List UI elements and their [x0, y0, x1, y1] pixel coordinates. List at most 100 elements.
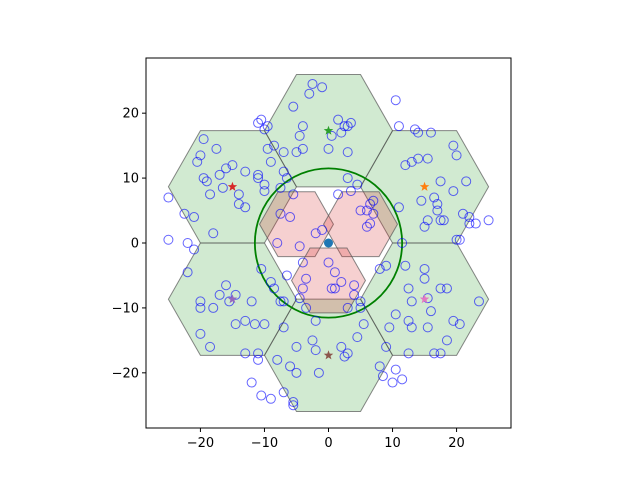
- scatter-point: [294, 293, 305, 304]
- scatter-point: [361, 205, 372, 216]
- scatter-point: [333, 189, 344, 200]
- scatter-point: [384, 322, 395, 333]
- scatter-point: [329, 267, 340, 278]
- scatter-point: [240, 202, 251, 213]
- scatter-point: [281, 173, 292, 184]
- scatter-point: [205, 341, 216, 352]
- scatter-point: [422, 322, 433, 333]
- x-tick-label: −20: [187, 436, 214, 451]
- scatter-point: [448, 140, 459, 151]
- scatter-point: [403, 348, 414, 359]
- scatter-point: [310, 315, 321, 326]
- scatter-point: [195, 302, 206, 313]
- scatter-point: [198, 173, 209, 184]
- scatter-point: [339, 121, 350, 132]
- scatter-point: [189, 244, 200, 255]
- y-tick-label: 10: [122, 172, 139, 187]
- scatter-point: [406, 296, 417, 307]
- scatter-point: [326, 130, 337, 141]
- scatter-point: [208, 228, 219, 239]
- scatter-point: [377, 371, 388, 382]
- scatter-point: [221, 280, 232, 291]
- scatter-point: [390, 95, 401, 106]
- inner-hexagon: [322, 191, 399, 258]
- center-point: [324, 238, 333, 248]
- scatter-point: [483, 215, 494, 226]
- scatter-point: [246, 377, 257, 388]
- star-marker: [419, 294, 430, 304]
- scatter-point: [278, 387, 289, 398]
- scatter-point: [400, 260, 411, 271]
- inner-hexagon: [290, 247, 367, 314]
- scatter-point: [182, 267, 193, 278]
- scatter-point: [195, 296, 206, 307]
- scatter-point: [304, 88, 315, 99]
- scatter-point: [262, 121, 273, 132]
- scatter-point: [278, 322, 289, 333]
- scatter-point: [438, 215, 449, 226]
- star-marker: [323, 125, 334, 135]
- scatter-point: [201, 176, 212, 187]
- scatter-point: [214, 169, 225, 180]
- scatter-point: [448, 186, 459, 197]
- scatter-point: [253, 117, 264, 128]
- scatter-point: [419, 273, 430, 284]
- scatter-point: [310, 345, 321, 356]
- scatter-point: [461, 176, 472, 187]
- scatter-point: [349, 280, 360, 291]
- scatter-point: [336, 276, 347, 287]
- scatter-point: [275, 296, 286, 307]
- scatter-point: [259, 186, 270, 197]
- scatter-point: [329, 283, 340, 294]
- x-tick-label: 10: [384, 436, 401, 451]
- scatter-point: [470, 218, 481, 229]
- scatter-point: [333, 114, 344, 125]
- scatter-point: [179, 208, 190, 219]
- scatter-point: [425, 306, 436, 317]
- scatter-point: [253, 354, 264, 365]
- scatter-point: [454, 234, 465, 245]
- star-marker: [227, 294, 238, 304]
- scatter-point: [432, 205, 443, 216]
- scatter-point: [205, 189, 216, 200]
- scatter-point: [451, 150, 462, 161]
- scatter-point: [163, 192, 174, 203]
- scatter-point: [454, 319, 465, 330]
- scatter-point: [227, 160, 238, 171]
- scatter-point: [256, 114, 267, 125]
- scatter-point: [230, 289, 241, 300]
- scatter-point: [422, 215, 433, 226]
- y-tick-label: −20: [112, 366, 139, 381]
- scatter-point: [275, 208, 286, 219]
- scatter-point: [435, 348, 446, 359]
- scatter-point: [393, 121, 404, 132]
- scatter-point: [336, 341, 347, 352]
- scatter-point: [240, 315, 251, 326]
- x-tick-label: −10: [251, 436, 278, 451]
- scatter-point: [230, 319, 241, 330]
- scatter-point: [297, 283, 308, 294]
- scatter-point: [272, 238, 283, 248]
- scatter-point: [240, 348, 251, 359]
- scatter-point: [342, 121, 353, 132]
- scatter-point: [349, 289, 360, 300]
- scatter-point: [425, 127, 436, 138]
- scatter-point: [195, 150, 206, 161]
- scatter-point: [275, 182, 286, 193]
- scatter-point: [342, 302, 353, 313]
- scatter-point: [294, 241, 305, 252]
- x-tick-label: 0: [324, 436, 332, 451]
- scatter-point: [387, 377, 398, 388]
- scatter-point: [406, 322, 417, 333]
- scatter-point: [464, 218, 475, 229]
- scatter-point: [323, 257, 334, 268]
- scatter-point: [336, 127, 347, 138]
- scatter-point: [400, 160, 411, 171]
- scatter-point: [339, 351, 350, 362]
- scatter-point: [281, 270, 292, 281]
- scatter-point: [345, 186, 356, 197]
- scatter-point: [233, 189, 244, 200]
- scatter-point: [441, 283, 452, 294]
- scatter-point: [288, 397, 299, 408]
- scatter-point: [326, 283, 337, 294]
